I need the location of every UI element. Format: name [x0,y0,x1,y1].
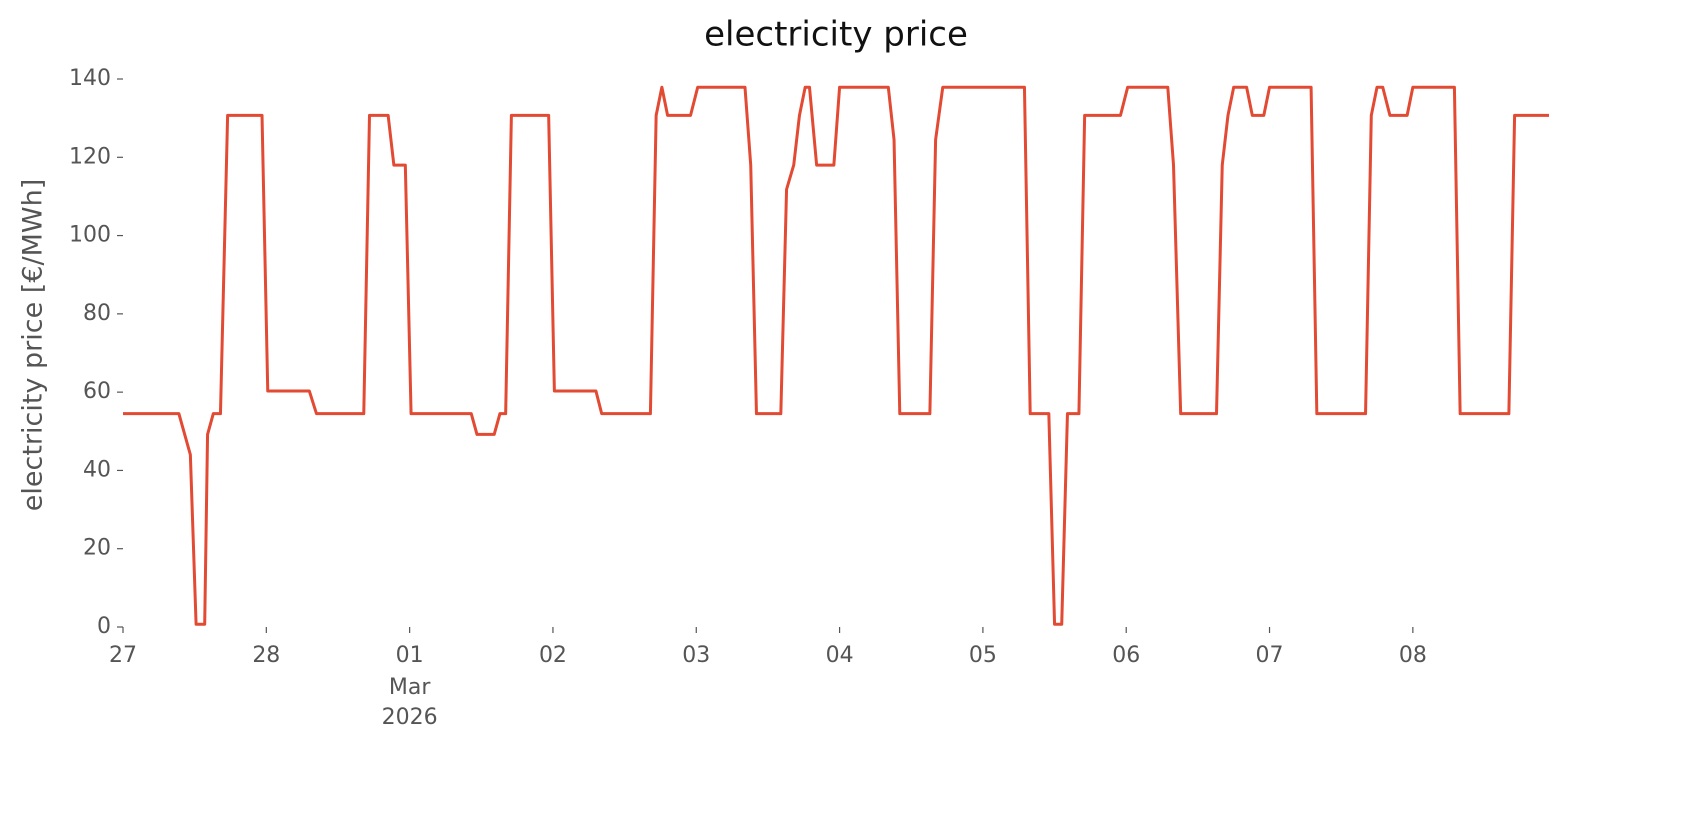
y-axis-label: electricity price [€/MWh] [18,179,49,511]
y-tick-label: 80 [83,301,111,326]
x-tick-label: 04 [826,643,854,668]
y-tick-label: 40 [83,457,111,482]
x-tick-sublabel: 2026 [382,705,438,730]
x-tick-label: 01 [396,643,424,668]
y-tick-label: 120 [69,144,111,169]
chart-title: electricity price [704,15,968,55]
x-tick-label: 06 [1112,643,1140,668]
x-tick-label: 05 [969,643,997,668]
x-tick-sublabel: Mar [389,675,431,700]
y-tick-label: 140 [69,66,111,91]
x-tick-label: 07 [1256,643,1284,668]
price-line [123,85,1549,626]
x-tick-label: 27 [109,643,137,668]
y-tick-label: 20 [83,536,111,561]
x-tick-label: 08 [1399,643,1427,668]
x-tick-label: 03 [682,643,710,668]
x-tick-label: 28 [252,643,280,668]
y-tick-label: 0 [97,614,111,639]
x-tick-label: 02 [539,643,567,668]
y-tick-label: 100 [69,223,111,248]
y-tick-label: 60 [83,379,111,404]
